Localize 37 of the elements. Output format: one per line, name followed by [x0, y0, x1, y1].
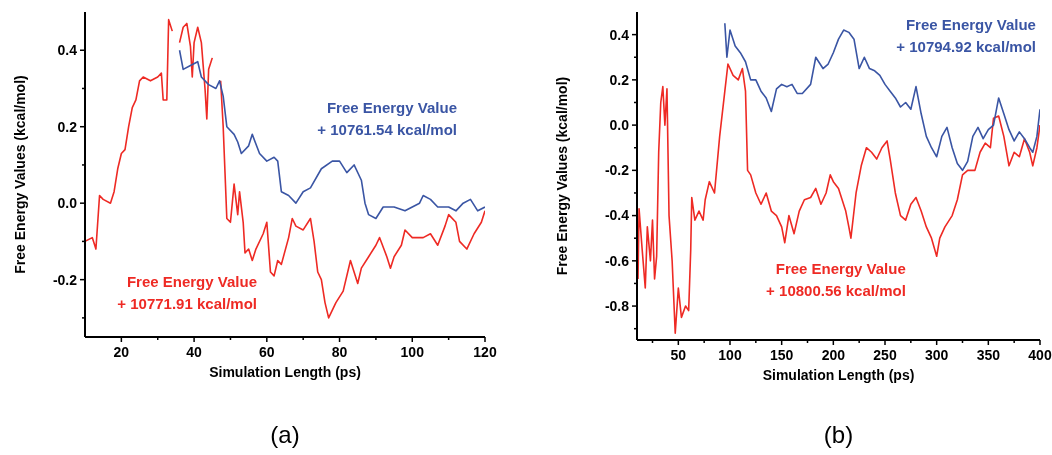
line-series	[178, 49, 485, 220]
text: (b)	[823, 421, 854, 448]
y-tick-label: 0.0	[609, 117, 630, 133]
x-tick-label: 200	[821, 347, 846, 363]
y-tick-label: 0.4	[57, 42, 78, 59]
y-tick-label: -0.4	[604, 207, 630, 224]
y-tick-label: -0.2	[52, 271, 78, 288]
x-tick-label: 100	[400, 344, 425, 360]
y-axis-title: Free Energy Values (kcal/mol)	[554, 76, 570, 276]
x-tick-label: 400	[1028, 347, 1052, 363]
x-tick-label: 60	[259, 344, 275, 360]
x-tick-label: 20	[113, 344, 130, 360]
x-tick-label: 350	[976, 347, 1001, 363]
x-tick-label: 300	[924, 347, 949, 363]
line-series	[637, 63, 1040, 335]
series-label: Free Energy Value + 10800.56 kcal/mol	[766, 260, 906, 300]
y-tick-label: 0.2	[57, 118, 78, 135]
y-tick-label: -0.2	[604, 162, 630, 179]
x-tick-label: 50	[670, 347, 687, 363]
x-tick-label: 40	[186, 344, 203, 360]
x-tick-label: 120	[473, 344, 497, 360]
x-axis-title: Simulation Length (ps)	[762, 367, 915, 383]
x-tick-label: 80	[331, 344, 348, 360]
y-tick-label: 0.4	[609, 26, 630, 43]
text: (a)	[270, 421, 300, 448]
x-tick-label: 150	[769, 347, 794, 363]
y-tick-label: -0.6	[604, 252, 630, 269]
series-label: Free Energy Value + 10794.92 kcal/mol	[896, 16, 1036, 56]
series-label: Free Energy Value + 10761.54 kcal/mol	[317, 98, 457, 138]
y-axis-title: Free Energy Values (kcal/mol)	[12, 75, 28, 274]
x-tick-label: 250	[873, 347, 897, 363]
series-label: Free Energy Value + 10771.91 kcal/mol	[117, 272, 257, 312]
y-tick-label: 0.0	[57, 195, 78, 212]
x-axis-title: Simulation Length (ps)	[209, 364, 361, 380]
x-tick-label: 100	[718, 347, 742, 363]
y-tick-label: 0.2	[609, 71, 630, 88]
y-tick-label: -0.8	[604, 297, 630, 314]
